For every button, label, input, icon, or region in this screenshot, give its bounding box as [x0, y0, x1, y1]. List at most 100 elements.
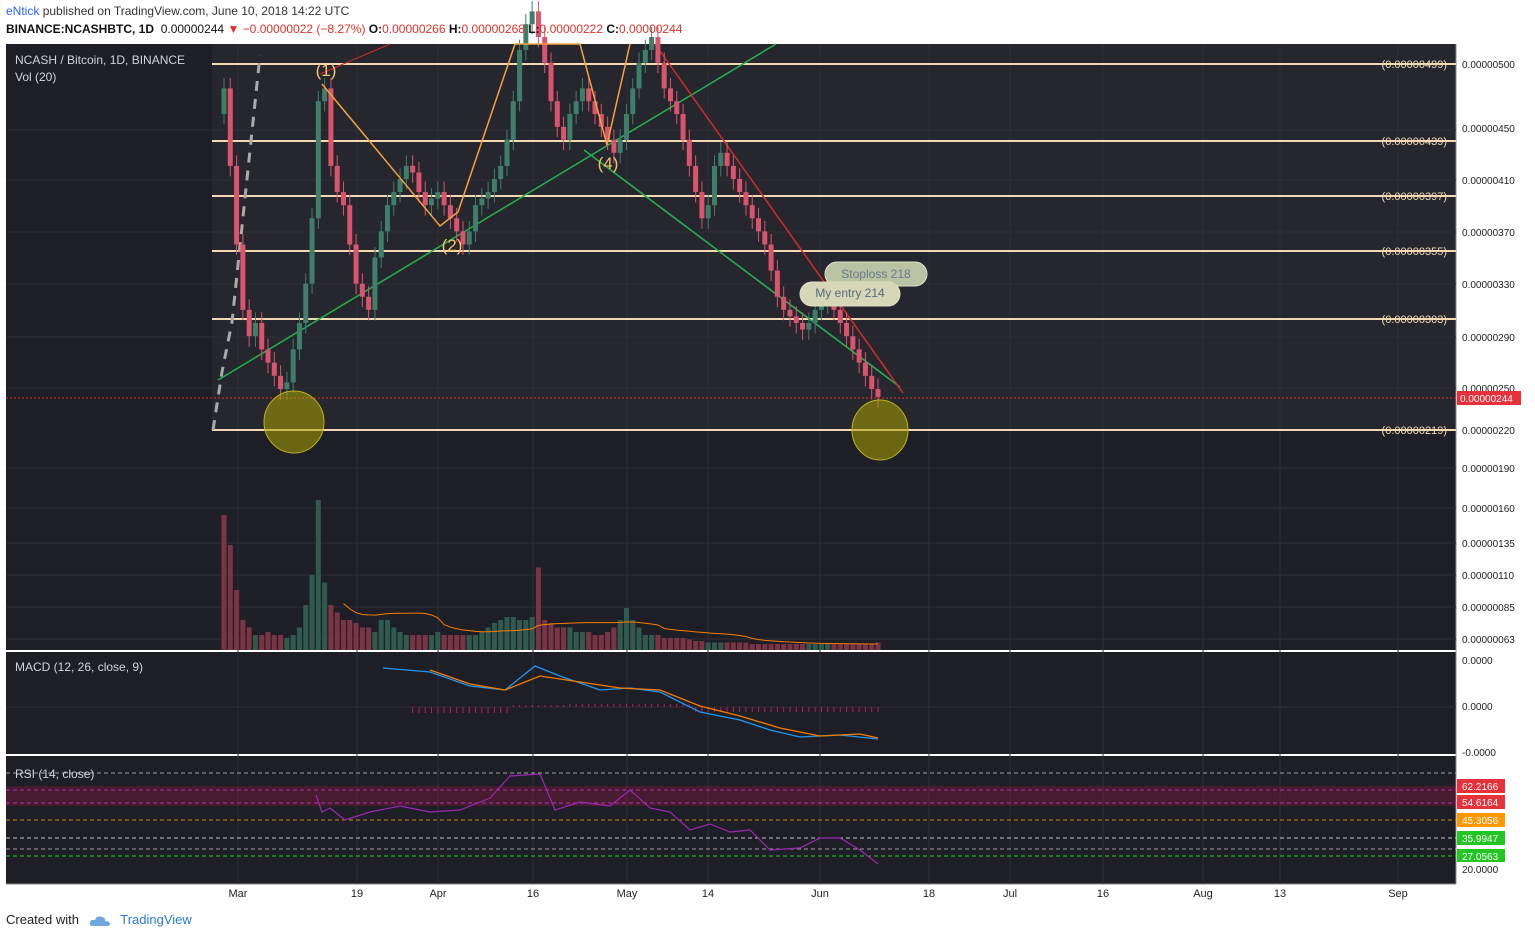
- volume-bar: [768, 644, 774, 650]
- support-circle-right: [851, 399, 909, 461]
- volume-bar: [473, 635, 479, 650]
- candle-body: [667, 88, 673, 102]
- entry-callout: [799, 281, 901, 307]
- time-tick-label: May: [617, 888, 638, 900]
- volume-bar: [598, 635, 604, 650]
- publish-info: eNtick published on TradingView.com, Jun…: [6, 4, 349, 18]
- wave-label: (1): [316, 61, 337, 80]
- volume-bar: [605, 632, 611, 650]
- volume-bar: [837, 644, 843, 650]
- volume-bar: [309, 575, 315, 650]
- down-arrow-icon: ▼: [227, 22, 240, 36]
- volume-bar: [730, 642, 736, 650]
- macd-tick-label: -0.0000: [1462, 748, 1496, 759]
- volume-bar: [234, 590, 240, 650]
- fib-level-label: (0.00000499): [1382, 59, 1447, 71]
- time-tick-label: Jun: [811, 888, 829, 900]
- volume-bar: [340, 620, 346, 650]
- price-range-shade: [212, 44, 1456, 430]
- candle-body: [649, 37, 655, 50]
- tradingview-cloud-icon: [89, 915, 110, 926]
- candle-body: [674, 101, 680, 115]
- fib-level-label: (0.00000355): [1382, 246, 1447, 258]
- volume-bar: [466, 635, 472, 650]
- volume-bar: [441, 635, 447, 650]
- candle-body: [296, 322, 302, 350]
- support-circle-left: [263, 390, 325, 454]
- price-tick-label: 0.00000220: [1462, 426, 1515, 437]
- volume-bar: [410, 635, 416, 650]
- candle-body: [617, 139, 623, 153]
- candle-body: [705, 205, 711, 219]
- volume-bar: [642, 635, 648, 650]
- fib-level-label: (0.00000439): [1382, 136, 1447, 148]
- candle-body: [397, 178, 403, 193]
- volume-bar: [850, 644, 856, 650]
- candle-body: [517, 49, 523, 102]
- price-axis-bg: [1456, 44, 1528, 884]
- volume-bar: [774, 644, 780, 650]
- volume-bar: [447, 635, 453, 650]
- candle-body: [441, 192, 447, 206]
- volume-bar: [334, 612, 340, 650]
- volume-bar: [278, 635, 284, 650]
- rsi-value-tag: [1457, 813, 1505, 827]
- candle-body: [491, 178, 497, 193]
- candle-body: [435, 192, 441, 199]
- descending-support-line: [583, 149, 901, 388]
- volume-bar: [259, 635, 265, 650]
- candle-body: [372, 257, 378, 310]
- volume-bar: [429, 635, 435, 650]
- author-name[interactable]: eNtick: [6, 4, 40, 18]
- time-tick-label: Sep: [1388, 888, 1408, 900]
- rsi-value-tag: [1457, 849, 1505, 863]
- fib-level-label: (0.00000303): [1382, 314, 1447, 326]
- volume-bar: [491, 623, 497, 650]
- volume-bar: [617, 620, 623, 650]
- candle-body: [856, 349, 862, 363]
- price-tick-label: 0.00000410: [1462, 176, 1515, 187]
- candle-body: [422, 192, 428, 206]
- rsi-value-tag: [1457, 795, 1505, 809]
- volume-bar: [227, 545, 233, 650]
- candle-body: [862, 362, 868, 376]
- rsi-tick-label: 20.0000: [1462, 865, 1499, 876]
- candle-body: [630, 88, 636, 115]
- time-tick-label: Jul: [1003, 888, 1017, 900]
- candle-body: [598, 114, 604, 127]
- candle-body: [328, 88, 334, 166]
- volume-bar: [781, 644, 787, 650]
- candle-body: [410, 165, 416, 173]
- price-tick-label: 0.00000330: [1462, 280, 1515, 291]
- candle-body: [737, 178, 743, 193]
- volume-bar: [510, 617, 516, 650]
- volume-bar: [221, 515, 227, 650]
- volume-bar: [693, 641, 699, 650]
- candle-body: [315, 101, 321, 219]
- candle-body: [875, 389, 881, 397]
- candle-body: [322, 88, 328, 102]
- volume-bar: [724, 642, 730, 650]
- high-label: H:: [448, 22, 462, 36]
- price-tick-label: 0.00000085: [1462, 603, 1515, 614]
- candle-body: [837, 309, 843, 323]
- publish-text: published on TradingView.com, June 10, 2…: [42, 4, 350, 18]
- volume-bar: [611, 627, 617, 650]
- candle-body: [529, 11, 535, 25]
- candle-body: [246, 309, 252, 337]
- candle-body: [416, 172, 422, 193]
- price-tick-label: 0.00000135: [1462, 539, 1515, 550]
- last-price-tag-text: 0.00000244: [1460, 394, 1513, 405]
- candle-body: [730, 165, 736, 179]
- candle-body: [278, 375, 284, 390]
- macd-legend: MACD (12, 26, close, 9): [15, 660, 143, 674]
- volume-bar: [529, 617, 535, 650]
- candle-body: [869, 375, 875, 390]
- volume-bar: [372, 632, 378, 650]
- candle-body: [561, 126, 567, 140]
- volume-bar: [636, 627, 642, 650]
- dashed-projection-line: [211, 54, 262, 431]
- time-axis-bg: [6, 884, 1528, 904]
- tradingview-link[interactable]: TradingView: [120, 912, 192, 927]
